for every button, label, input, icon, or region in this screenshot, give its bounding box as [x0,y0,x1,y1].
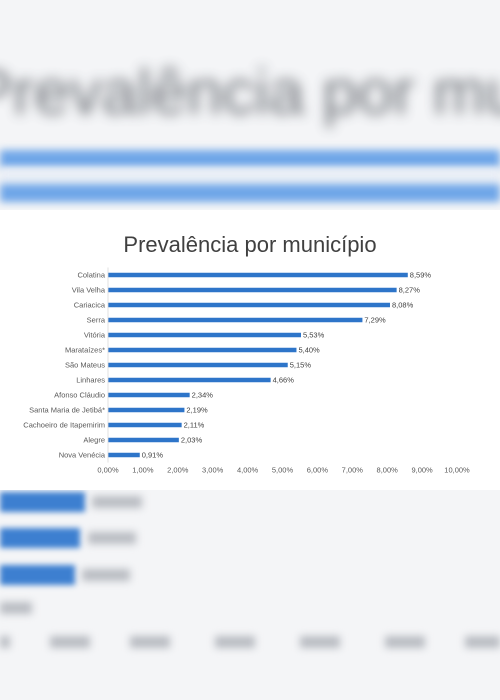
category-label: Vitória [84,331,106,340]
x-tick-label: 6,00% [307,466,329,475]
category-label: Serra [87,316,106,325]
blur-band [0,150,500,168]
x-tick-label: 2,00% [167,466,189,475]
x-tick-label: 4,00% [237,466,259,475]
blur-label [92,496,142,508]
value-label: 7,29% [364,316,386,325]
category-label: Cariacica [74,301,106,310]
bar [108,377,271,383]
chart-title: Prevalência por município [123,232,377,257]
blur-label [0,602,32,614]
category-label: Vila Velha [72,286,106,295]
bar [108,287,397,293]
category-label: Colatina [77,271,105,280]
category-label: Nova Venécia [59,451,106,460]
blur-label [300,636,340,648]
blur-label [215,636,255,648]
x-tick-label: 10,00% [444,466,470,475]
blur-label [88,532,136,544]
value-label: 2,19% [186,406,208,415]
bar [108,422,182,428]
value-label: 8,08% [392,301,414,310]
value-label: 0,91% [142,451,164,460]
blur-band [0,168,500,184]
category-label: Linhares [76,376,105,385]
bar [108,302,390,308]
value-label: 4,66% [273,376,295,385]
bar [108,347,297,353]
value-label: 5,15% [290,361,312,370]
blur-bar [0,492,85,512]
blur-label [82,569,130,581]
category-label: Santa Maria de Jetibá* [29,406,105,415]
x-tick-label: 3,00% [202,466,224,475]
bar [108,362,288,368]
category-label: Cachoeiro de Itapemirim [23,421,105,430]
blur-band [0,184,500,202]
bar [108,317,363,323]
blur-label [0,636,10,648]
value-label: 2,34% [192,391,214,400]
bar-chart: Colatina 8,59% Vila Velha 8,27% Cariacica 8,0… [23,267,470,475]
bar [108,392,190,398]
bar [108,437,179,443]
value-label: 2,11% [184,421,205,430]
blur-label [385,636,425,648]
blur-label [50,636,90,648]
x-tick-label: 0,00% [97,466,119,475]
value-label: 5,40% [298,346,320,355]
blur-bar [0,565,75,585]
category-label: Alegre [83,436,105,445]
bar [108,272,408,278]
x-tick-label: 5,00% [272,466,294,475]
bar [108,407,185,413]
category-label: São Mateus [65,361,105,370]
blur-label [130,636,170,648]
category-label: Afonso Cláudio [54,391,105,400]
category-label: Marataízes* [65,346,105,355]
bar [108,452,140,458]
x-tick-label: 1,00% [132,466,154,475]
chart-card: Prevalência por município Colatina 8,59% V… [0,210,500,490]
value-label: 2,03% [181,436,203,445]
value-label: 8,59% [410,271,432,280]
blur-label [465,636,500,648]
blur-bar [0,528,80,548]
x-tick-label: 8,00% [377,466,399,475]
value-label: 5,53% [303,331,325,340]
x-tick-label: 7,00% [342,466,364,475]
bar [108,332,301,338]
x-tick-label: 9,00% [411,466,433,475]
blurred-title: Prevalência por município [0,56,500,128]
value-label: 8,27% [399,286,421,295]
